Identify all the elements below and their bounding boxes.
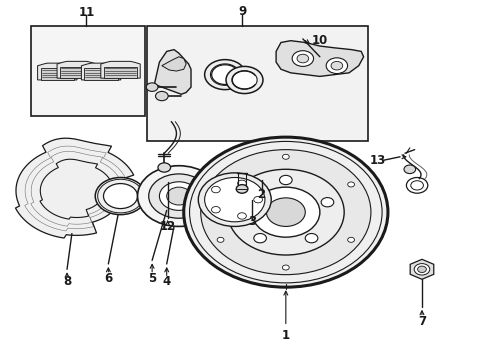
Circle shape — [417, 266, 426, 273]
Circle shape — [211, 207, 220, 213]
Circle shape — [403, 165, 415, 174]
Circle shape — [321, 198, 333, 207]
Text: 4: 4 — [162, 275, 170, 288]
Text: 10: 10 — [311, 34, 327, 47]
Text: 6: 6 — [104, 272, 112, 285]
Text: 7: 7 — [417, 315, 425, 328]
Circle shape — [305, 234, 317, 243]
Circle shape — [282, 265, 288, 270]
Text: 1: 1 — [281, 329, 289, 342]
Circle shape — [253, 197, 262, 203]
Circle shape — [146, 83, 158, 91]
Circle shape — [198, 173, 271, 226]
Circle shape — [296, 54, 308, 63]
Circle shape — [210, 64, 239, 85]
Circle shape — [148, 174, 208, 218]
Circle shape — [236, 185, 247, 193]
Circle shape — [237, 180, 246, 186]
Polygon shape — [84, 68, 118, 80]
Circle shape — [217, 237, 224, 242]
Polygon shape — [38, 63, 77, 80]
Polygon shape — [57, 61, 96, 78]
Circle shape — [266, 198, 305, 226]
Polygon shape — [101, 61, 140, 78]
Circle shape — [237, 198, 250, 207]
Circle shape — [143, 170, 213, 222]
Circle shape — [347, 237, 354, 242]
Circle shape — [251, 187, 319, 237]
Circle shape — [237, 213, 246, 219]
Text: 12: 12 — [159, 220, 176, 233]
Circle shape — [159, 182, 198, 210]
Polygon shape — [276, 41, 363, 76]
Circle shape — [413, 264, 429, 275]
Circle shape — [253, 234, 266, 243]
Circle shape — [204, 177, 264, 222]
Circle shape — [183, 137, 387, 287]
Polygon shape — [162, 57, 186, 71]
Circle shape — [158, 163, 170, 172]
Circle shape — [217, 182, 224, 187]
Circle shape — [282, 154, 288, 159]
Circle shape — [166, 187, 191, 205]
Circle shape — [211, 186, 220, 193]
Circle shape — [155, 91, 168, 101]
Circle shape — [330, 62, 342, 70]
Text: 3: 3 — [247, 215, 255, 228]
Circle shape — [279, 175, 291, 185]
Circle shape — [227, 169, 344, 255]
Circle shape — [291, 51, 313, 66]
Polygon shape — [81, 63, 121, 80]
Polygon shape — [60, 67, 93, 78]
Circle shape — [137, 166, 220, 226]
Text: 9: 9 — [238, 5, 245, 18]
Circle shape — [347, 182, 354, 187]
Polygon shape — [16, 138, 137, 238]
Circle shape — [325, 58, 347, 73]
Circle shape — [231, 71, 257, 89]
Polygon shape — [41, 68, 74, 80]
Circle shape — [225, 66, 263, 94]
Text: 8: 8 — [63, 275, 71, 288]
Circle shape — [95, 177, 145, 215]
Text: 2: 2 — [257, 188, 265, 201]
Text: 5: 5 — [148, 272, 156, 285]
Polygon shape — [154, 50, 191, 94]
Text: 11: 11 — [78, 6, 94, 19]
Circle shape — [204, 60, 245, 90]
Circle shape — [150, 175, 206, 217]
Text: 13: 13 — [369, 154, 386, 167]
Bar — [147, 26, 368, 141]
Circle shape — [201, 150, 370, 275]
Circle shape — [103, 184, 137, 208]
Bar — [30, 26, 144, 116]
Polygon shape — [103, 67, 137, 78]
Polygon shape — [409, 259, 433, 279]
